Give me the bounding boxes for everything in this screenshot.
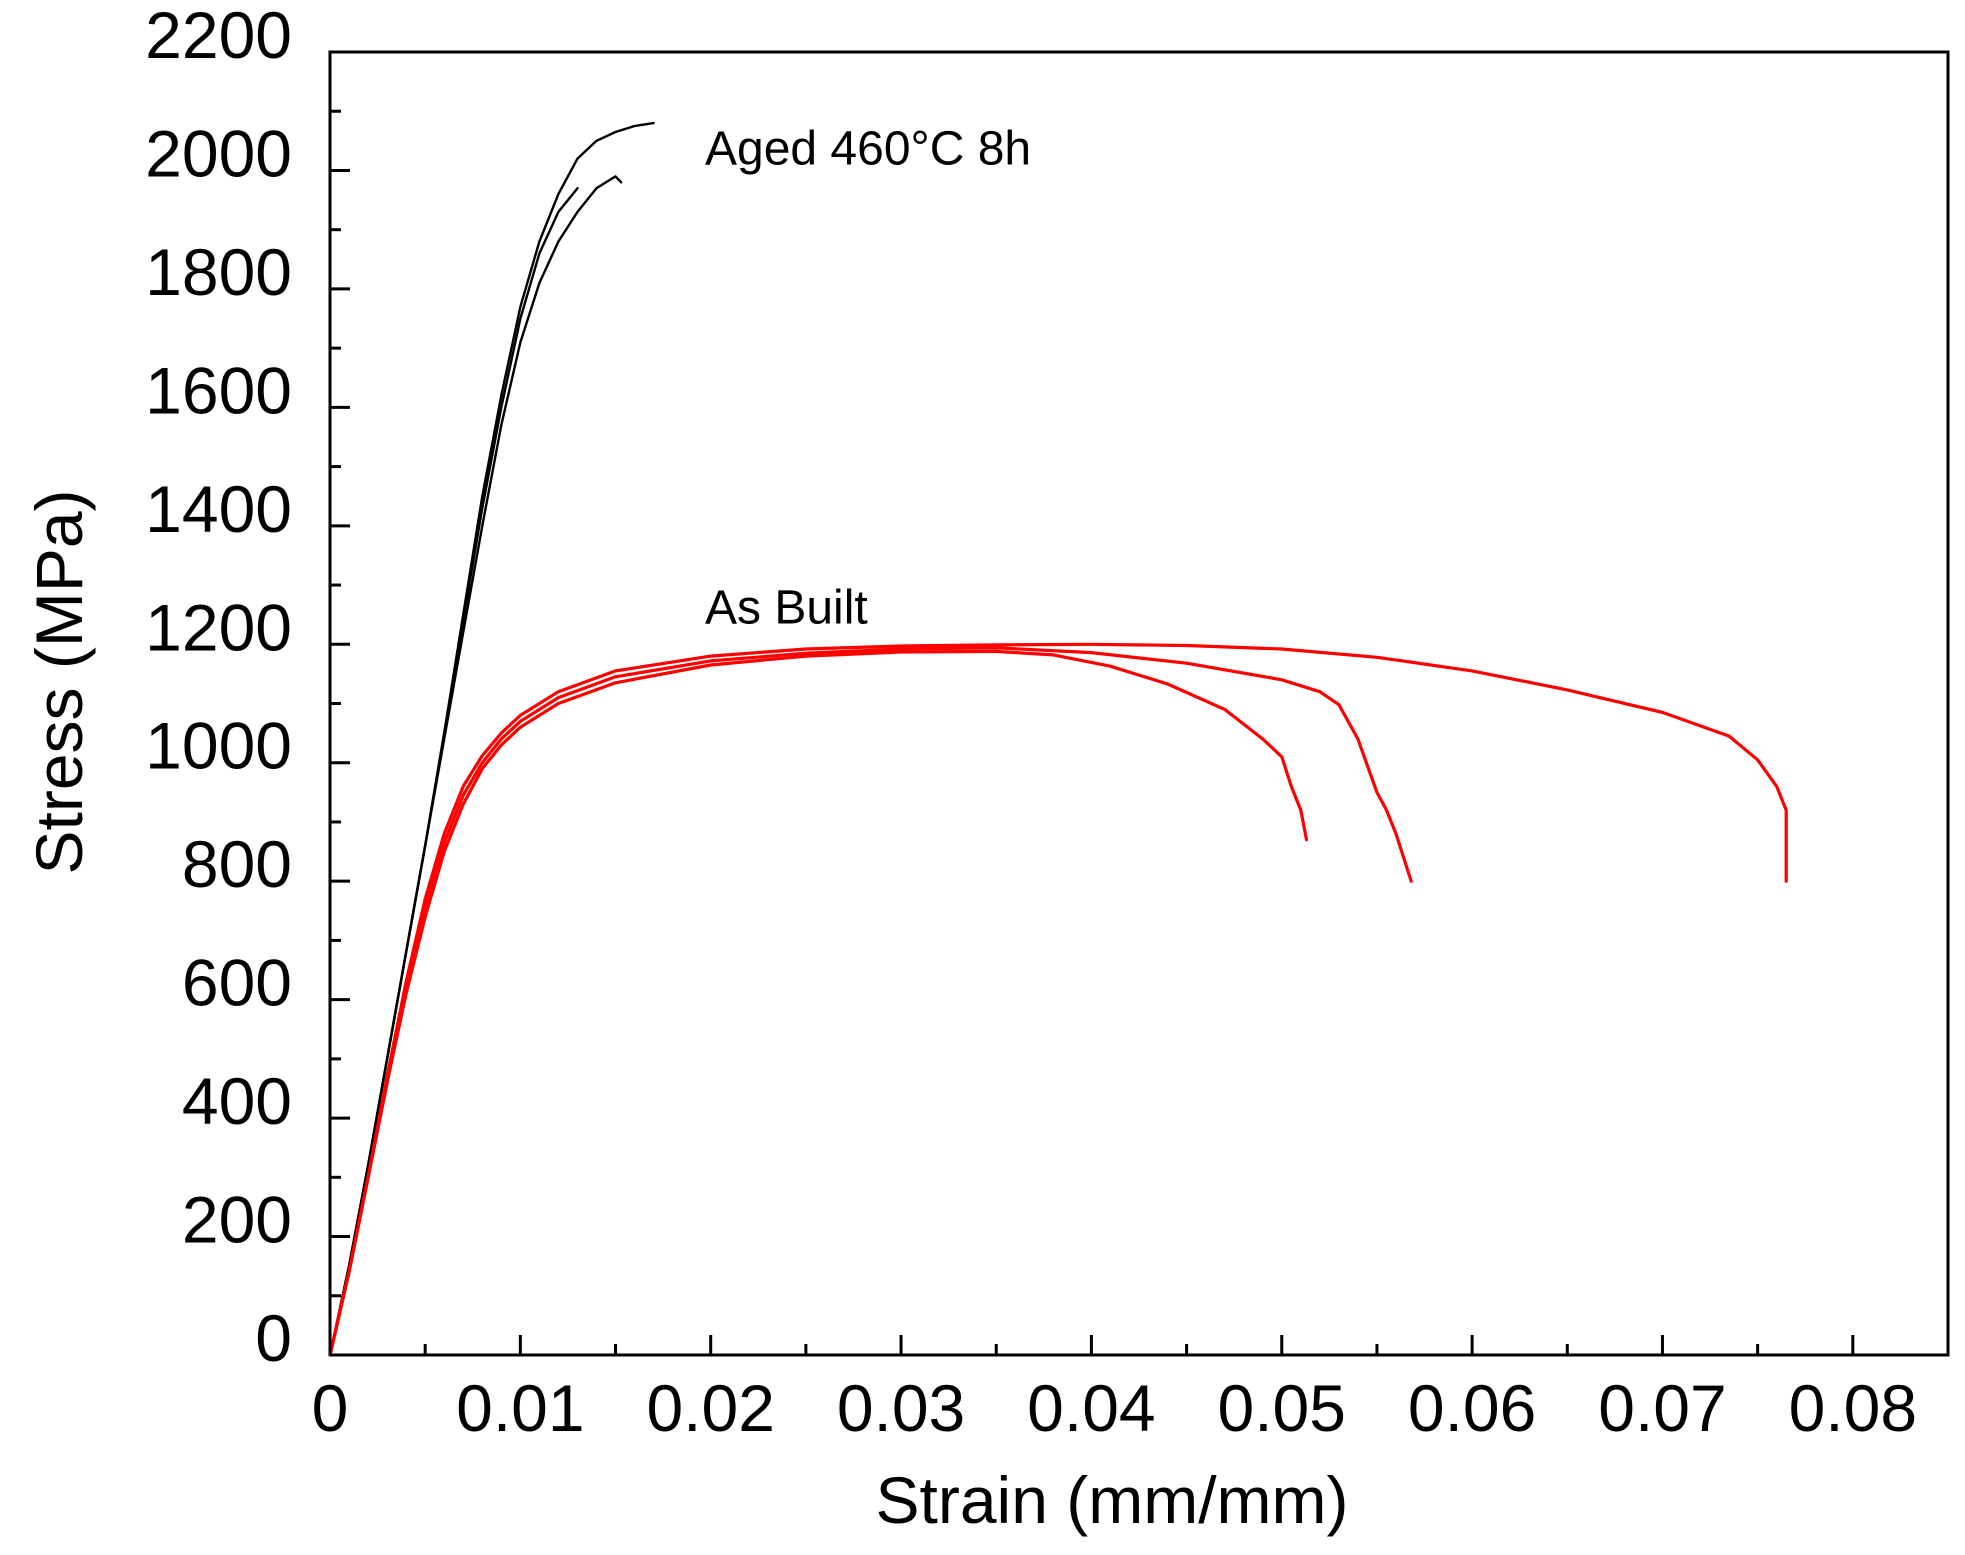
y-tick-label: 2000 xyxy=(145,116,292,190)
x-tick-label: 0.01 xyxy=(456,1371,584,1445)
x-tick-label: 0.07 xyxy=(1598,1371,1726,1445)
as-built-curve-6 xyxy=(328,642,1788,1357)
y-tick-label: 600 xyxy=(182,946,292,1020)
y-tick-label: 1800 xyxy=(145,235,292,309)
x-tick-label: 0.04 xyxy=(1027,1371,1155,1445)
y-axis-title: Stress (MPa) xyxy=(22,489,96,874)
aged-curve-1 xyxy=(328,121,655,1357)
y-tick-label: 200 xyxy=(182,1183,292,1257)
annotation-layer: Aged 460°C 8h As Built xyxy=(705,123,1031,635)
plot-frame xyxy=(328,50,1950,1357)
tick-layer: 0 0.01 0.02 0.03 0.04 0.05 0.06 0.07 0.08 0 200 400… xyxy=(145,0,1917,1445)
aged-curve-3 xyxy=(328,175,623,1357)
x-tick-label: 0.08 xyxy=(1789,1371,1917,1445)
y-tick-label: 0 xyxy=(255,1301,292,1375)
y-tick-label: 800 xyxy=(182,827,292,901)
x-tick-label: 0.06 xyxy=(1408,1371,1536,1445)
x-tick-label: 0 xyxy=(312,1371,349,1445)
series-layer xyxy=(328,121,1788,1357)
as-built-curve-4 xyxy=(328,649,1309,1357)
y-tick-label: 1600 xyxy=(145,353,292,427)
x-tick-label: 0.05 xyxy=(1218,1371,1346,1445)
x-axis-title: Strain (mm/mm) xyxy=(876,1463,1349,1537)
annotation-label: Aged 460°C 8h xyxy=(705,123,1031,176)
y-tick-label: 1000 xyxy=(145,709,292,783)
x-tick-label: 0.02 xyxy=(646,1371,774,1445)
y-tick-label: 2200 xyxy=(145,0,292,72)
y-tick-label: 400 xyxy=(182,1064,292,1138)
plot-border xyxy=(328,50,1950,1357)
y-tick-label: 1200 xyxy=(145,590,292,664)
annotation-label: As Built xyxy=(705,582,868,635)
y-tick-label: 1400 xyxy=(145,472,292,546)
x-tick-label: 0.03 xyxy=(837,1371,965,1445)
